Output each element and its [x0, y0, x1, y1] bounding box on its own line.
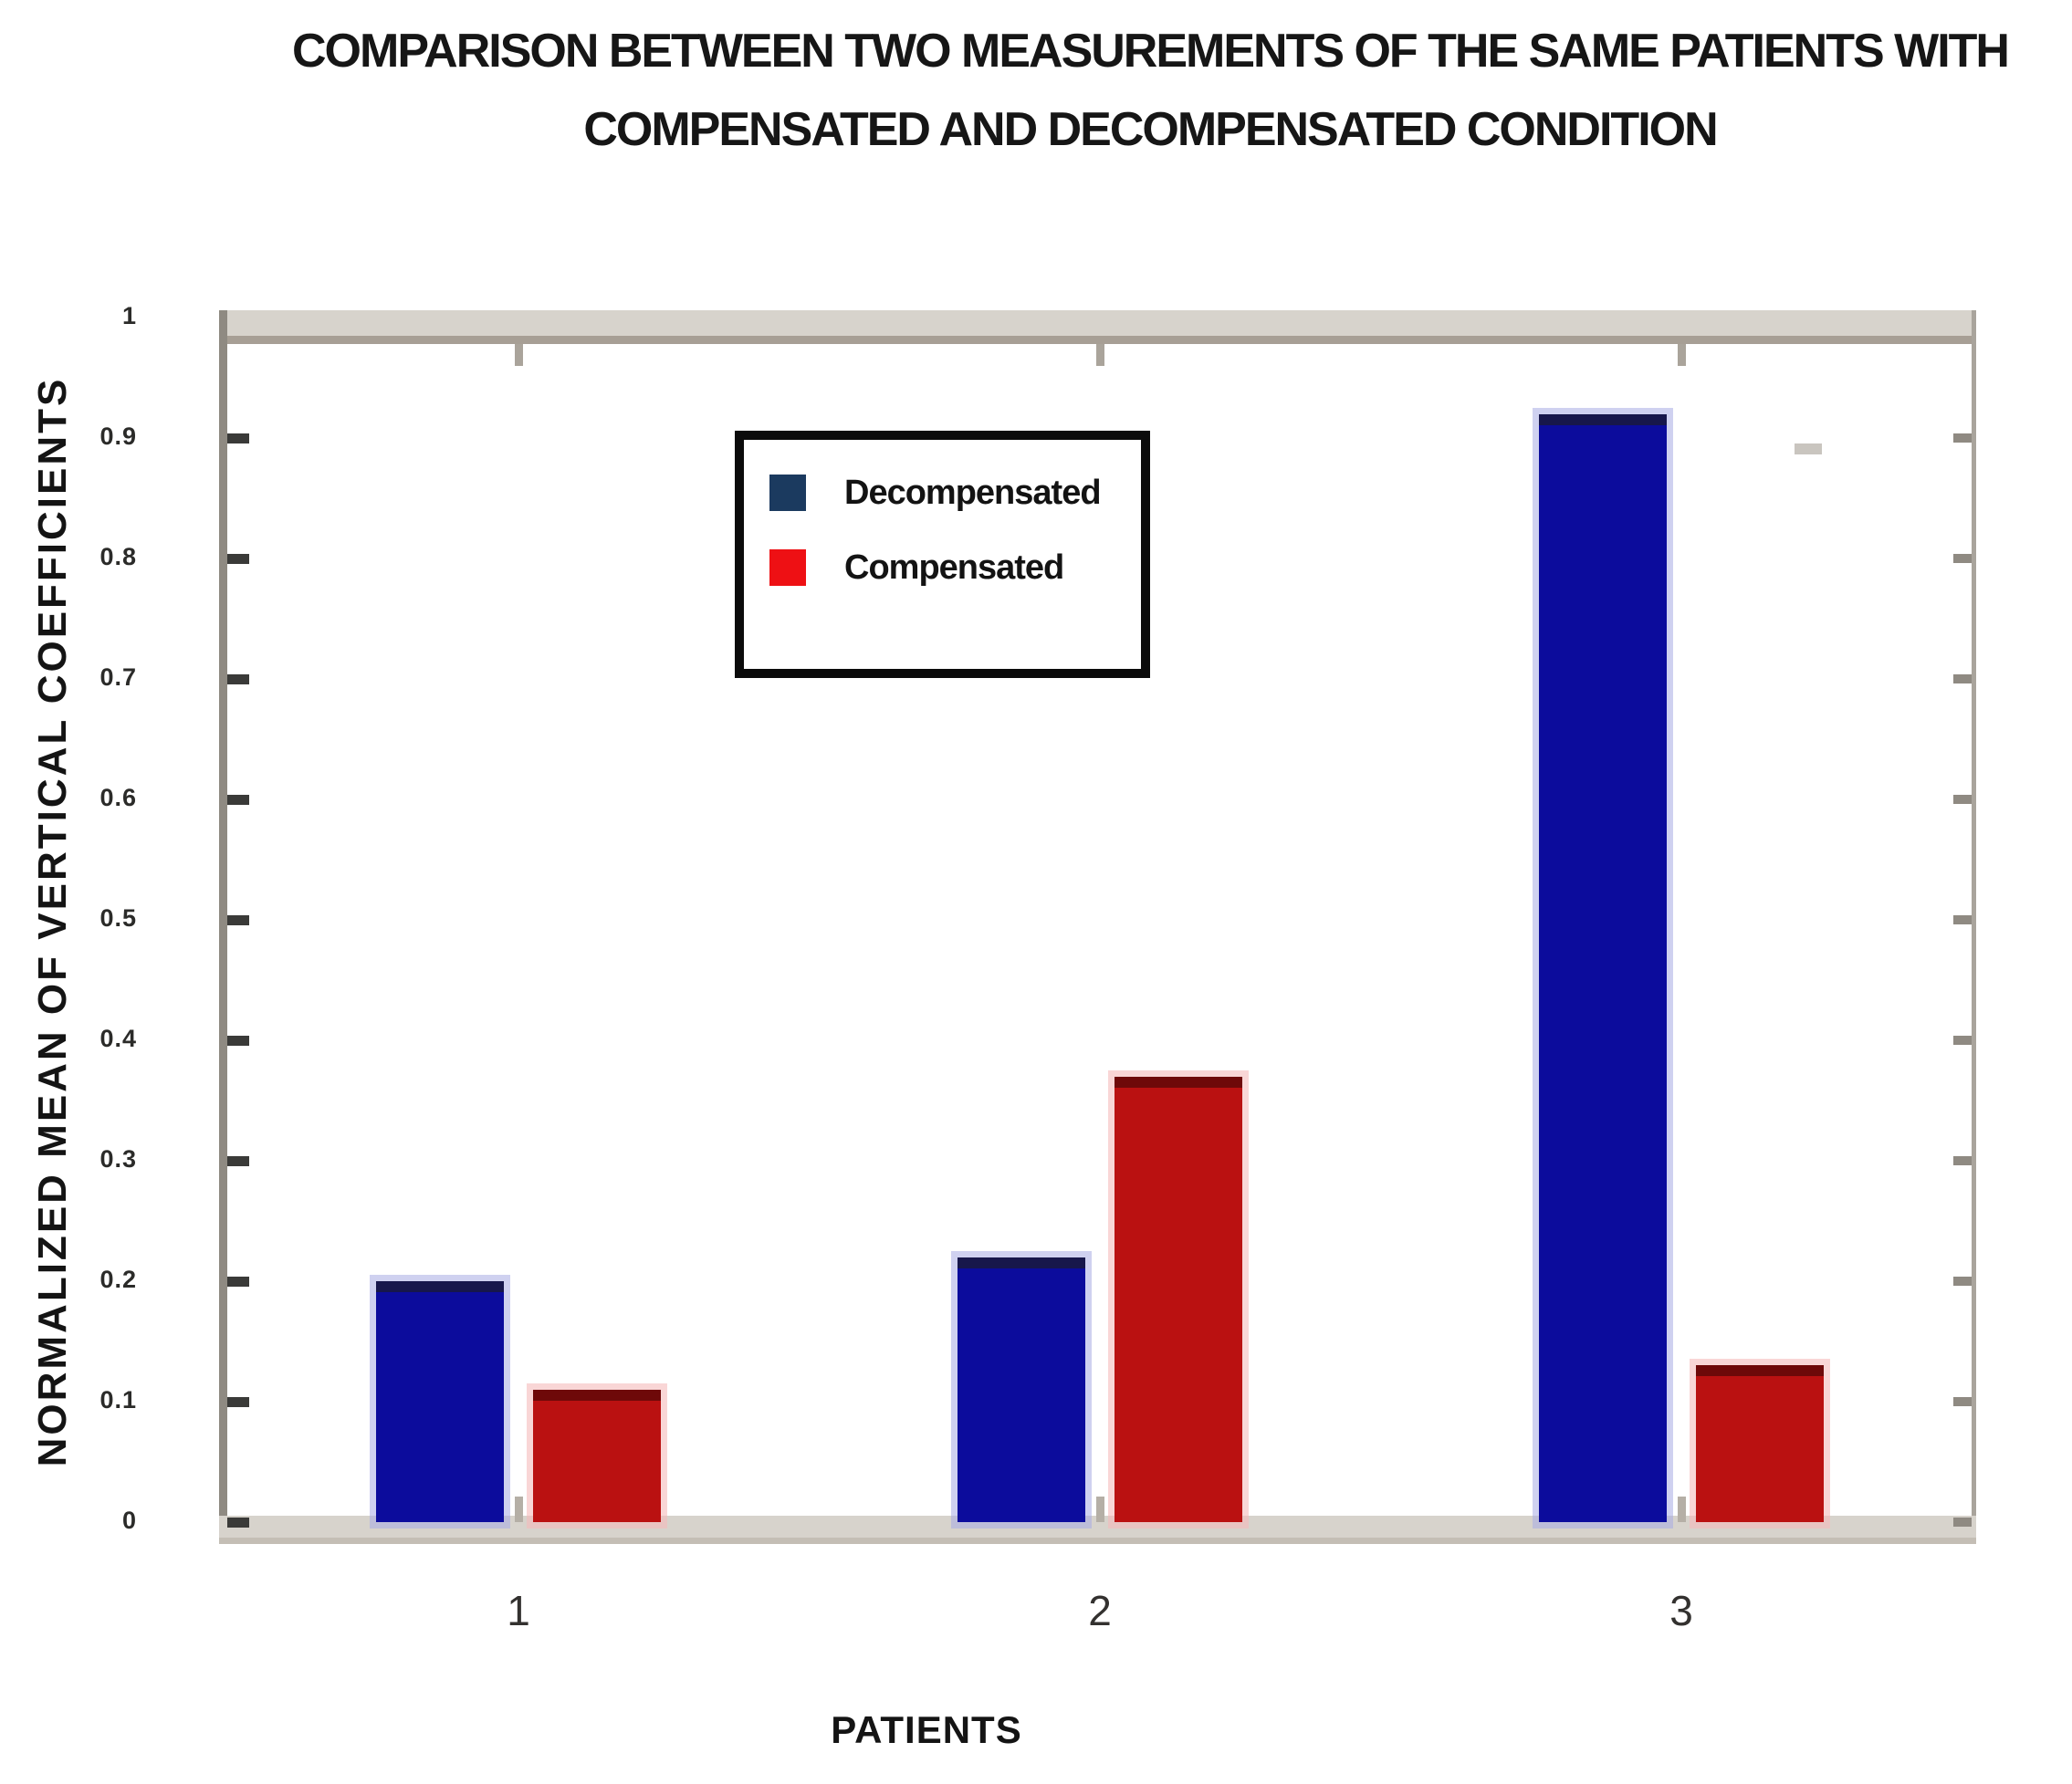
y-axis-line	[219, 310, 227, 1544]
y-tick-left-0.3	[227, 1156, 249, 1166]
y-tick-label-0.3: 0.3	[99, 1145, 137, 1173]
legend-label-decompensated: Decompensated	[844, 473, 1102, 512]
right-axis-line	[1972, 310, 1976, 1544]
y-tick-label-0.2: 0.2	[99, 1266, 137, 1293]
legend-swatch-compensated	[769, 549, 806, 586]
x-tick-top-3	[1678, 344, 1686, 366]
y-tick-label-1: 1	[121, 302, 137, 329]
y-tick-right-0.5	[1953, 915, 1972, 924]
y-tick-left-0.7	[227, 674, 249, 684]
chart-title: COMPARISON BETWEEN TWO MEASUREMENTS OF T…	[228, 13, 2072, 170]
bar-compensated-patient-2	[1114, 1077, 1242, 1522]
y-tick-left-0.8	[227, 554, 249, 564]
y-tick-left-0.9	[227, 433, 249, 443]
y-tick-right-0.3	[1953, 1156, 1972, 1165]
x-tick-label-1: 1	[507, 1587, 530, 1634]
y-tick-label-0.5: 0.5	[99, 904, 137, 932]
y-tick-left-0.4	[227, 1036, 249, 1046]
chart-title-line1: COMPARISON BETWEEN TWO MEASUREMENTS OF T…	[292, 25, 2010, 78]
y-tick-right-0.4	[1953, 1036, 1972, 1045]
x-axis-label: PATIENTS	[831, 1708, 1022, 1751]
bar-decompensated-patient-3	[1539, 414, 1667, 1522]
y-tick-left-0.6	[227, 795, 249, 805]
plot-inner	[227, 344, 1972, 1528]
chart-title-line2: COMPENSATED AND DECOMPENSATED CONDITION	[583, 102, 1718, 156]
y-tick-right-0.9	[1953, 433, 1972, 443]
x-tick-label-2: 2	[1088, 1587, 1112, 1634]
artifact-dash	[1795, 443, 1822, 454]
y-tick-label-0.6: 0.6	[99, 784, 137, 811]
x-tick-top-1	[515, 344, 523, 366]
y-tick-right-0.6	[1953, 795, 1972, 804]
legend-label-compensated: Compensated	[844, 548, 1064, 587]
x-tick-bottom-2	[1096, 1497, 1104, 1522]
y-tick-label-0.4: 0.4	[99, 1025, 137, 1052]
y-tick-left-0.5	[227, 915, 249, 925]
legend-item-compensated: Compensated	[769, 548, 1064, 588]
bar-compensated-patient-3	[1696, 1365, 1824, 1522]
bar-decompensated-patient-1	[376, 1281, 504, 1522]
y-tick-label-0.7: 0.7	[99, 663, 137, 691]
legend-swatch-decompensated	[769, 475, 806, 511]
bar-compensated-patient-1	[533, 1390, 661, 1522]
x-tick-top-2	[1096, 344, 1104, 366]
y-tick-label-0: 0	[121, 1507, 137, 1534]
legend-item-decompensated: Decompensated	[769, 473, 1102, 513]
legend: Decompensated Compensated	[735, 431, 1150, 678]
y-tick-right-0.8	[1953, 554, 1972, 563]
y-tick-label-0.9: 0.9	[99, 423, 137, 450]
y-tick-right-0.7	[1953, 674, 1972, 683]
y-tick-right-0.1	[1953, 1397, 1972, 1406]
plot-top-border	[219, 310, 1976, 344]
y-tick-right-0.2	[1953, 1277, 1972, 1286]
x-tick-label-3: 3	[1669, 1587, 1693, 1634]
y-tick-left-0.1	[227, 1397, 249, 1407]
y-tick-left-0	[227, 1518, 249, 1528]
bar-decompensated-patient-2	[958, 1257, 1085, 1522]
y-tick-label-0.1: 0.1	[99, 1386, 137, 1414]
x-tick-bottom-1	[515, 1497, 523, 1522]
y-tick-label-0.8: 0.8	[99, 543, 137, 570]
y-tick-left-0.2	[227, 1277, 249, 1287]
x-tick-bottom-3	[1678, 1497, 1686, 1522]
y-tick-right-0	[1953, 1518, 1972, 1527]
